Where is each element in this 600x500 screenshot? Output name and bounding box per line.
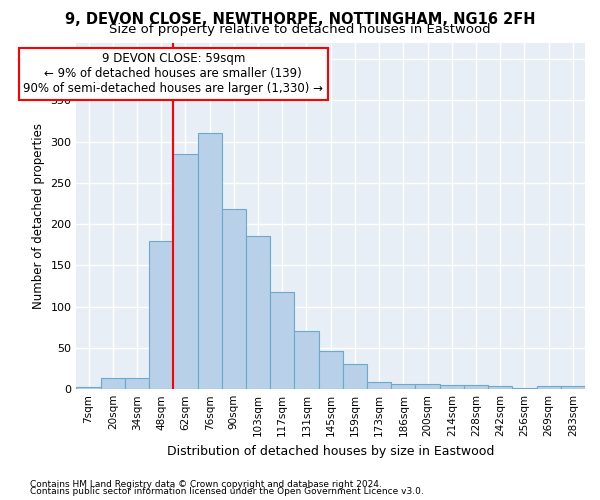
Bar [197, 134, 222, 389]
Bar [415, 384, 440, 389]
Bar [391, 384, 415, 389]
Bar [270, 292, 295, 389]
Text: Size of property relative to detached houses in Eastwood: Size of property relative to detached ho… [109, 22, 491, 36]
Bar [367, 382, 391, 389]
Bar [295, 332, 319, 389]
Bar [222, 209, 246, 389]
Bar [76, 386, 101, 389]
Bar [464, 385, 488, 389]
Bar [319, 351, 343, 389]
Text: 9, DEVON CLOSE, NEWTHORPE, NOTTINGHAM, NG16 2FH: 9, DEVON CLOSE, NEWTHORPE, NOTTINGHAM, N… [65, 12, 535, 28]
Bar [561, 386, 585, 389]
Bar [125, 378, 149, 389]
Bar [343, 364, 367, 389]
Bar [246, 236, 270, 389]
Bar [536, 386, 561, 389]
Bar [488, 386, 512, 389]
Bar [173, 154, 197, 389]
X-axis label: Distribution of detached houses by size in Eastwood: Distribution of detached houses by size … [167, 444, 494, 458]
Bar [149, 240, 173, 389]
Bar [440, 385, 464, 389]
Text: Contains public sector information licensed under the Open Government Licence v3: Contains public sector information licen… [30, 487, 424, 496]
Bar [101, 378, 125, 389]
Text: Contains HM Land Registry data © Crown copyright and database right 2024.: Contains HM Land Registry data © Crown c… [30, 480, 382, 489]
Bar [512, 388, 536, 389]
Text: 9 DEVON CLOSE: 59sqm
← 9% of detached houses are smaller (139)
90% of semi-detac: 9 DEVON CLOSE: 59sqm ← 9% of detached ho… [23, 52, 323, 96]
Y-axis label: Number of detached properties: Number of detached properties [32, 123, 45, 309]
